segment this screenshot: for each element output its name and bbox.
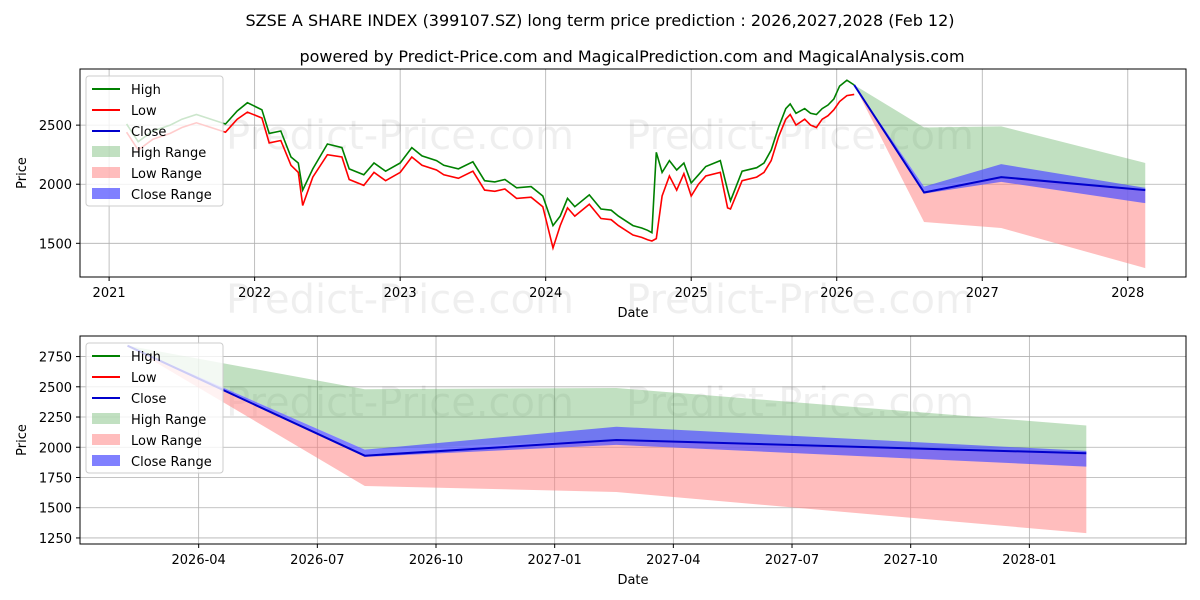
y-tick-label: 2750 <box>39 351 72 366</box>
legend-high-label: High <box>131 83 161 98</box>
legend-high-range-swatch <box>92 146 120 157</box>
legend-close-label: Close <box>131 125 166 140</box>
series-close-line <box>127 344 1087 457</box>
close-range-band <box>854 84 1146 204</box>
legend-box <box>85 75 224 207</box>
chart-panel-top: Predict-Price.com Predict-Price.com Predic… <box>15 68 1187 323</box>
series-low-line <box>125 93 855 251</box>
watermark-text: Predict-Price.com <box>626 113 974 159</box>
watermark-text: Predict-Price.com <box>226 277 574 323</box>
y-tick-label: 1500 <box>39 237 72 252</box>
x-tick-label: 2025 <box>675 286 708 301</box>
x-tick-label: 2026-04 <box>172 553 226 568</box>
x-tick-label: 2026-10 <box>409 553 463 568</box>
legend-low-range-swatch <box>92 434 120 445</box>
y-axis-label: Price <box>15 424 30 456</box>
x-tick-label: 2028-01 <box>1002 553 1056 568</box>
y-axis-label: Price <box>15 157 30 189</box>
legend-close-range-swatch <box>92 188 120 199</box>
y-tick-label: 2250 <box>39 411 72 426</box>
legend-close-range-label: Close Range <box>131 188 212 203</box>
y-tick-label: 1500 <box>39 502 72 517</box>
legend-high-label: High <box>131 350 161 365</box>
plot-frame <box>79 68 1187 278</box>
high-range-band <box>854 84 1146 191</box>
x-tick-label: 2026-07 <box>290 553 344 568</box>
y-tick-label: 2500 <box>39 381 72 396</box>
x-tick-label: 2026 <box>820 286 853 301</box>
x-tick-label: 2023 <box>384 286 417 301</box>
plot-area <box>125 79 1146 269</box>
chart-title: SZSE A SHARE INDEX (399107.SZ) long term… <box>245 11 954 30</box>
legend-close-range-label: Close Range <box>131 455 212 470</box>
legend-low-range-label: Low Range <box>131 434 202 449</box>
x-tick-label: 2027 <box>966 286 999 301</box>
legend-low-range-swatch <box>92 167 120 178</box>
y-tick-label: 2000 <box>39 178 72 193</box>
y-tick-label: 2000 <box>39 441 72 456</box>
close-range-band <box>127 345 1087 467</box>
legend-close-label: Close <box>131 392 166 407</box>
chart-panel-bottom: Predict-Price.com Predict-Price.com2026-0… <box>15 335 1187 588</box>
legend-low-label: Low <box>131 371 157 386</box>
x-tick-label: 2021 <box>93 286 126 301</box>
legend: High Low Close High Range Low Range Close Ran… <box>85 342 224 474</box>
low-range-band <box>854 84 1146 269</box>
low-range-band <box>127 345 1087 534</box>
x-tick-label: 2028 <box>1111 286 1144 301</box>
y-tick-label: 2500 <box>39 119 72 134</box>
legend-low-label: Low <box>131 104 157 119</box>
x-tick-label: 2027-04 <box>646 553 700 568</box>
x-axis-label: Date <box>617 306 648 321</box>
series-close-line <box>853 84 1146 194</box>
legend-high-range-label: High Range <box>131 413 206 428</box>
x-tick-label: 2024 <box>529 286 562 301</box>
plot-area <box>127 344 1087 534</box>
watermark-text: Predict-Price.com <box>626 277 974 323</box>
legend-close-range-swatch <box>92 455 120 466</box>
legend-high-range-swatch <box>92 413 120 424</box>
legend-low-range-label: Low Range <box>131 167 202 182</box>
legend-high-range-label: High Range <box>131 146 206 161</box>
watermark-text: Predict-Price.com <box>626 380 974 426</box>
y-tick-label: 1250 <box>39 532 72 547</box>
x-tick-label: 2027-07 <box>765 553 819 568</box>
x-tick-label: 2027-01 <box>528 553 582 568</box>
x-axis-label: Date <box>617 573 648 588</box>
watermark-text: Predict-Price.com <box>226 113 574 159</box>
plot-frame <box>79 335 1187 545</box>
legend: High Low Close High Range Low Range Close Ran… <box>85 75 224 207</box>
legend-box <box>85 342 224 474</box>
y-tick-label: 1750 <box>39 471 72 486</box>
high-range-band <box>127 345 1087 454</box>
chart-subtitle: powered by Predict-Price.com and Magical… <box>299 47 964 66</box>
x-tick-label: 2022 <box>238 286 271 301</box>
x-tick-label: 2027-10 <box>884 553 938 568</box>
series-high-line <box>125 79 855 235</box>
